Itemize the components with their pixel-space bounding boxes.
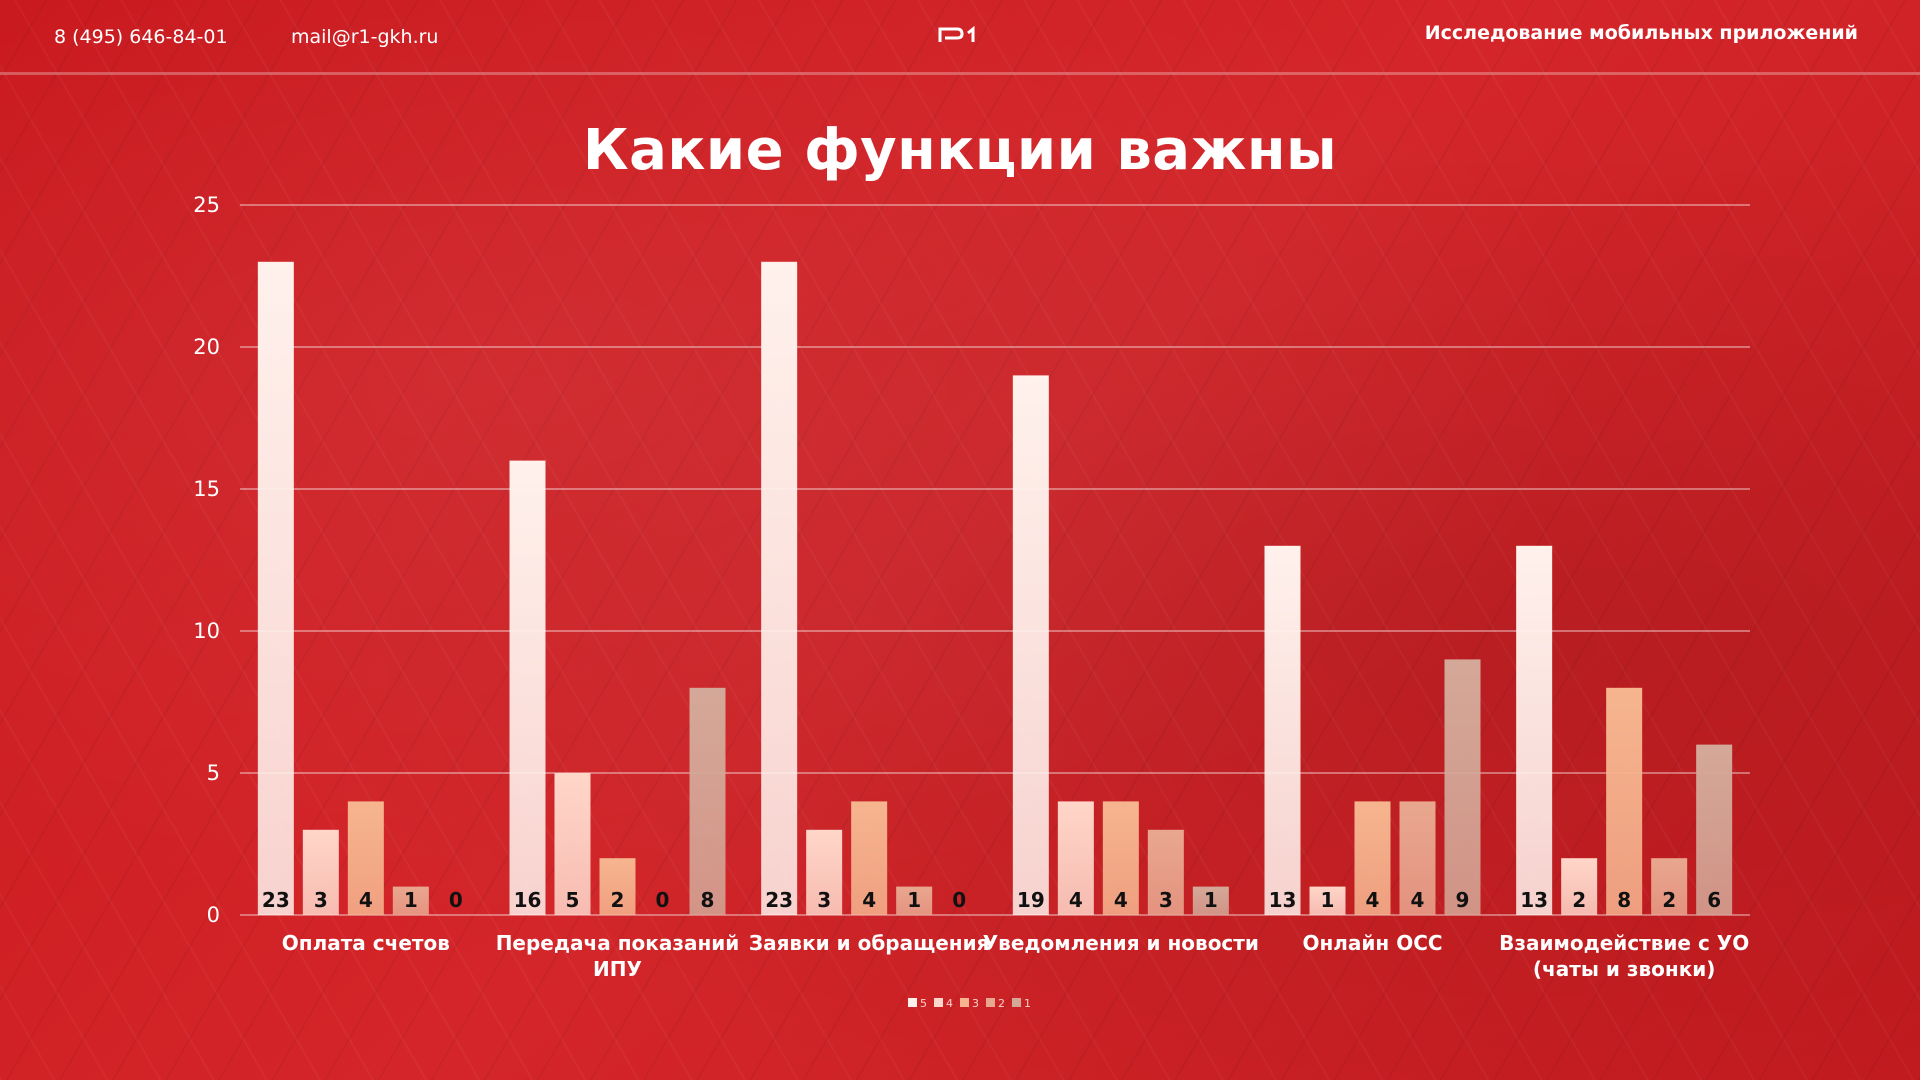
header-divider — [0, 72, 1920, 75]
bar — [1264, 545, 1301, 915]
bar — [599, 858, 636, 915]
legend-swatch — [986, 998, 995, 1007]
chart-title: Какие функции важны — [582, 118, 1338, 183]
bar — [392, 886, 429, 915]
data-label: 2 — [1572, 888, 1586, 912]
header-bar: 8 (495) 646-84-01 mail@r1-gkh.ru Исследо… — [0, 0, 1920, 72]
legend-swatch — [934, 998, 943, 1007]
data-label: 2 — [611, 888, 625, 912]
data-label: 1 — [1321, 888, 1335, 912]
legend-swatch — [908, 998, 917, 1007]
data-label: 1 — [907, 888, 921, 912]
legend-label: 3 — [972, 997, 979, 1010]
data-label: 4 — [1411, 888, 1425, 912]
category-label: Заявки и обращения — [749, 931, 990, 955]
bar — [1309, 886, 1346, 915]
bar — [1147, 829, 1184, 915]
presentation-title: Исследование мобильных приложений — [1424, 22, 1858, 44]
legend-label: 4 — [946, 997, 953, 1010]
data-label: 13 — [1269, 888, 1297, 912]
data-label: 3 — [1159, 888, 1173, 912]
category-label: Передача показаний — [496, 931, 740, 955]
legend-swatch — [960, 998, 969, 1007]
category-label: (чаты и звонки) — [1533, 957, 1716, 981]
data-label: 2 — [1662, 888, 1676, 912]
legend-label: 5 — [920, 997, 927, 1010]
data-label: 4 — [862, 888, 876, 912]
data-label: 4 — [1366, 888, 1380, 912]
bar — [347, 801, 384, 915]
data-label: 4 — [359, 888, 373, 912]
category-label: Оплата счетов — [282, 931, 450, 955]
email-link[interactable]: mail@r1-gkh.ru — [291, 26, 439, 48]
y-tick-label: 25 — [193, 193, 220, 217]
data-label: 23 — [262, 888, 290, 912]
bar — [806, 829, 843, 915]
bar — [1354, 801, 1391, 915]
data-label: 8 — [701, 888, 715, 912]
bar — [1651, 858, 1688, 915]
legend-label: 1 — [1024, 997, 1031, 1010]
data-label: 0 — [656, 888, 670, 912]
data-label: 4 — [1114, 888, 1128, 912]
bar — [851, 801, 888, 915]
bar — [1606, 687, 1643, 915]
r1-logo-icon — [938, 26, 975, 42]
data-label: 8 — [1617, 888, 1631, 912]
legend-label: 2 — [998, 997, 1005, 1010]
data-label: 3 — [314, 888, 328, 912]
y-tick-label: 0 — [207, 903, 220, 927]
y-tick-label: 20 — [193, 335, 220, 359]
bar — [302, 829, 339, 915]
data-label: 4 — [1069, 888, 1083, 912]
bar — [1012, 375, 1049, 915]
data-label: 19 — [1017, 888, 1045, 912]
data-label: 16 — [514, 888, 542, 912]
bar — [689, 687, 726, 915]
y-tick-label: 15 — [193, 477, 220, 501]
bar — [1696, 744, 1733, 915]
data-label: 5 — [566, 888, 580, 912]
bar — [761, 261, 798, 915]
data-label: 0 — [449, 888, 463, 912]
bar — [1102, 801, 1139, 915]
bar — [509, 460, 546, 915]
phone-number[interactable]: 8 (495) 646-84-01 — [54, 26, 228, 48]
y-tick-label: 10 — [193, 619, 220, 643]
category-label: Взаимодействие с УО — [1499, 931, 1749, 955]
y-tick-label: 5 — [207, 761, 220, 785]
category-label: Уведомления и новости — [983, 931, 1259, 955]
data-label: 0 — [952, 888, 966, 912]
bar — [554, 773, 591, 915]
data-label: 3 — [817, 888, 831, 912]
bar — [896, 886, 933, 915]
category-label: ИПУ — [593, 957, 642, 981]
data-label: 13 — [1520, 888, 1548, 912]
bar — [1192, 886, 1229, 915]
data-label: 6 — [1707, 888, 1721, 912]
bar — [1516, 545, 1553, 915]
bar — [257, 261, 294, 915]
data-label: 1 — [404, 888, 418, 912]
data-label: 9 — [1456, 888, 1470, 912]
category-label: Онлайн ОСС — [1302, 931, 1442, 955]
bar — [1057, 801, 1094, 915]
data-label: 23 — [765, 888, 793, 912]
data-label: 1 — [1204, 888, 1218, 912]
bar — [1444, 659, 1481, 915]
bar — [1399, 801, 1436, 915]
bar — [1561, 858, 1598, 915]
legend-swatch — [1012, 998, 1021, 1007]
